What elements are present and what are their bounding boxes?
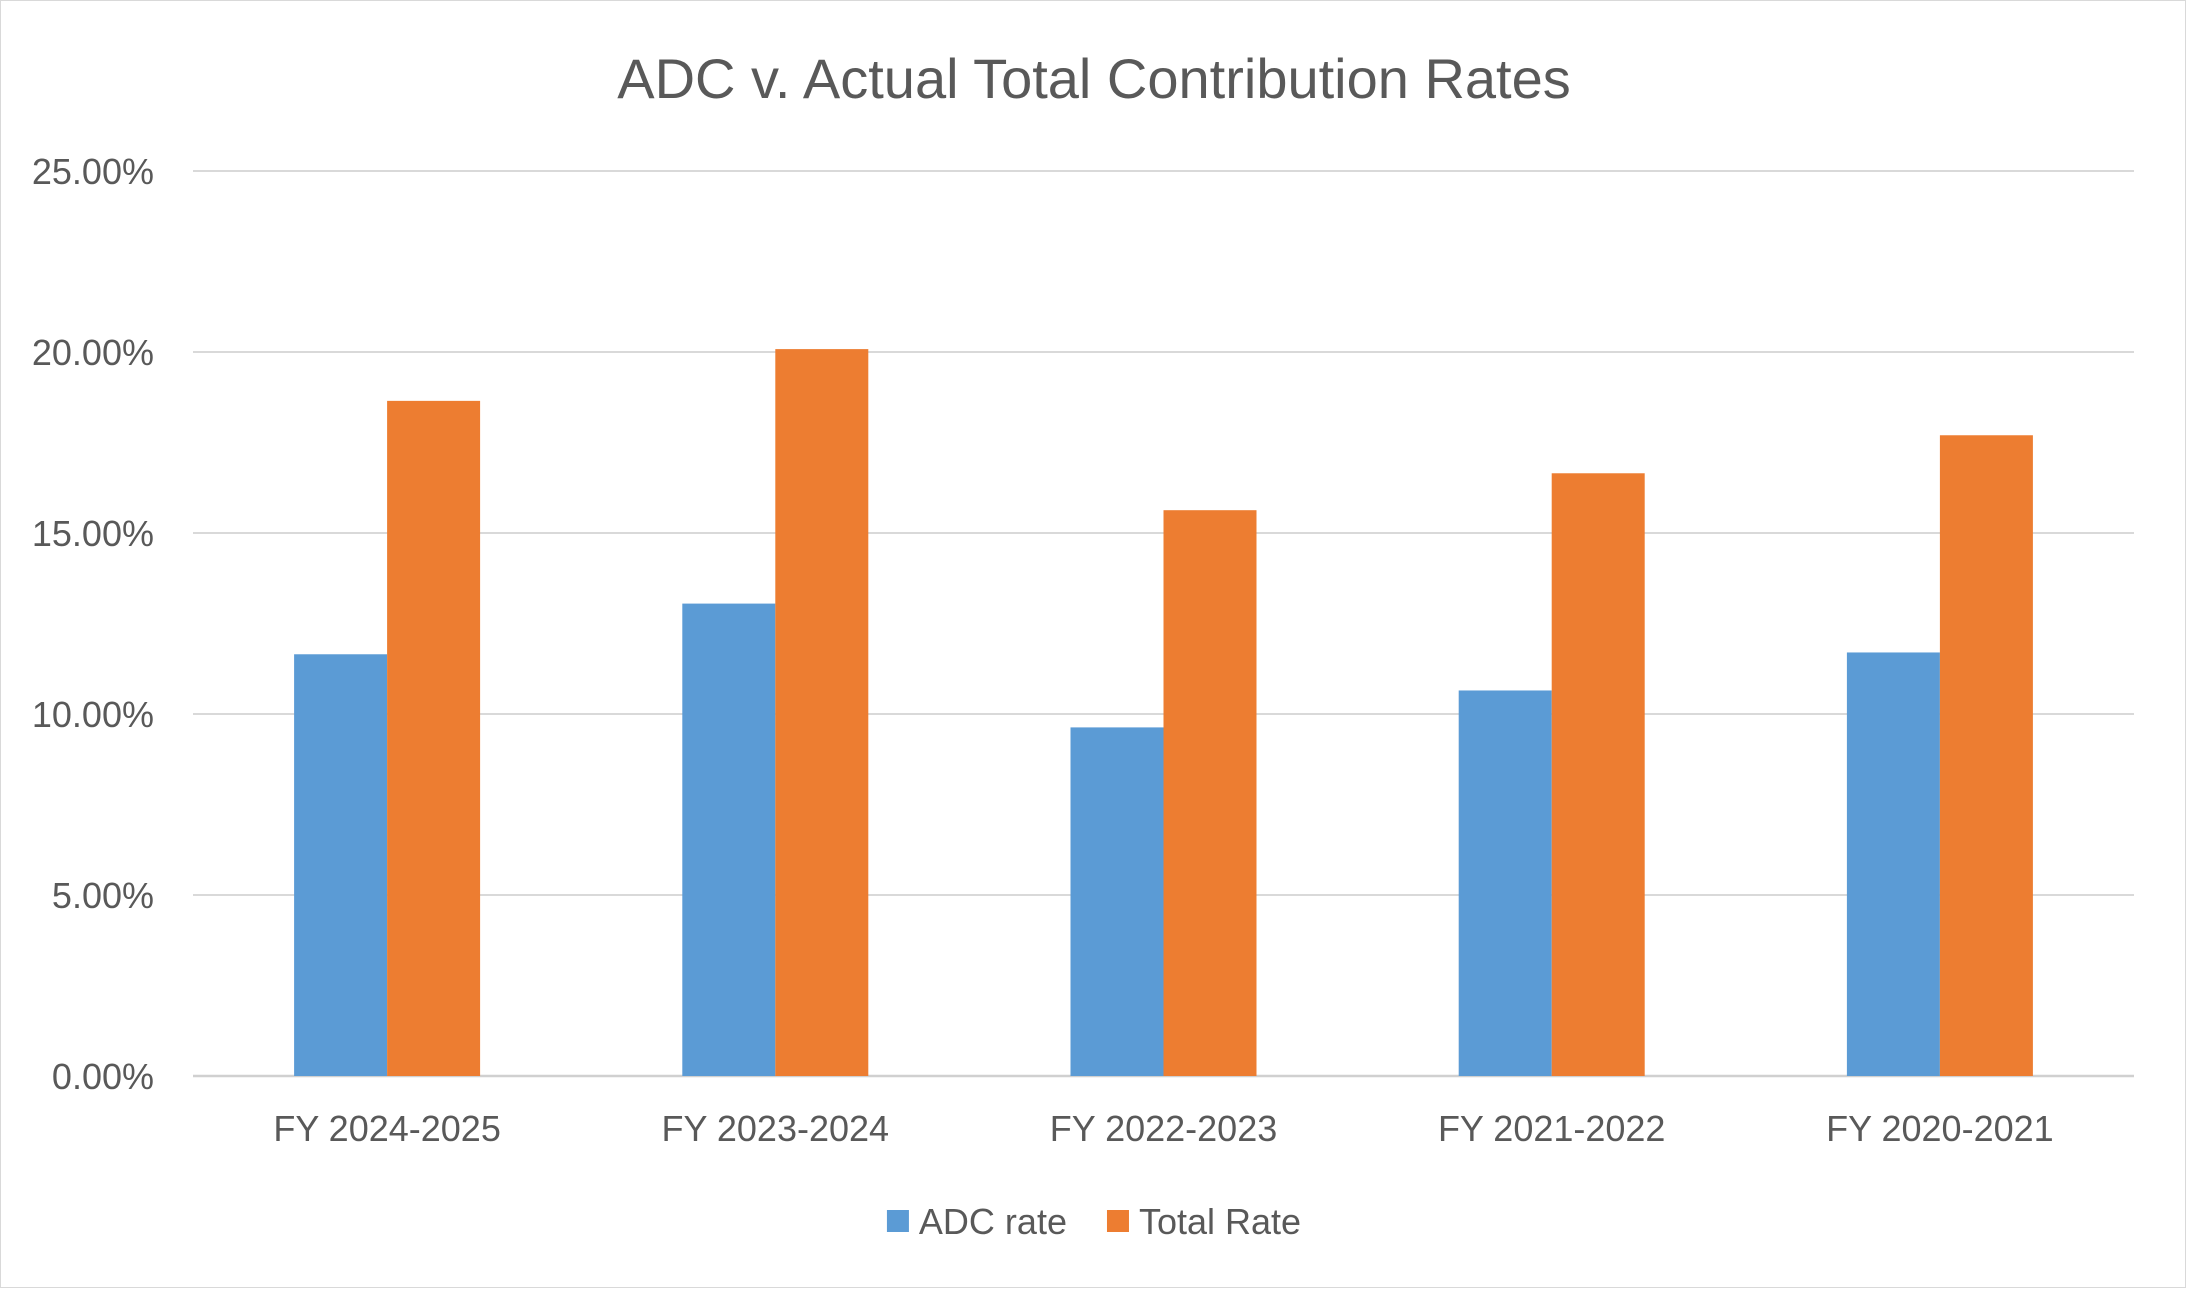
y-tick-label: 10.00% bbox=[32, 694, 154, 735]
y-tick-label: 0.00% bbox=[52, 1056, 154, 1097]
bar-adc-rate bbox=[1070, 727, 1164, 1076]
chart-title: ADC v. Actual Total Contribution Rates bbox=[617, 47, 1571, 110]
bar-total-rate bbox=[1939, 435, 2033, 1076]
x-axis-ticks: FY 2024-2025 FY 2023-2024 FY 2022-2023 FY 2… bbox=[273, 1108, 2053, 1149]
bars bbox=[294, 349, 2033, 1077]
bar-total-rate bbox=[1551, 473, 1645, 1076]
y-axis-ticks: 0.00% 5.00% 10.00% 15.00% 20.00% 25.00% bbox=[32, 151, 154, 1097]
bar-total-rate bbox=[1163, 510, 1257, 1077]
y-tick-label: 25.00% bbox=[32, 151, 154, 192]
legend-label-adc-rate: ADC rate bbox=[919, 1201, 1067, 1242]
bar-adc-rate bbox=[294, 654, 388, 1076]
bar-adc-rate bbox=[1458, 690, 1552, 1076]
bar-adc-rate bbox=[1846, 652, 1940, 1076]
y-tick-label: 5.00% bbox=[52, 875, 154, 916]
y-tick-label: 15.00% bbox=[32, 513, 154, 554]
legend: ADC rate Total Rate bbox=[886, 1201, 1301, 1242]
x-tick-label: FY 2023-2024 bbox=[662, 1108, 890, 1149]
x-tick-label: FY 2021-2022 bbox=[1438, 1108, 1666, 1149]
legend-swatch-total-rate bbox=[1106, 1210, 1129, 1232]
legend-label-total-rate: Total Rate bbox=[1139, 1201, 1301, 1242]
y-tick-label: 20.00% bbox=[32, 332, 154, 373]
x-tick-label: FY 2022-2023 bbox=[1050, 1108, 1278, 1149]
bar-total-rate bbox=[775, 349, 869, 1076]
legend-swatch-adc-rate bbox=[886, 1210, 909, 1232]
x-tick-label: FY 2024-2025 bbox=[273, 1108, 501, 1149]
x-tick-label: FY 2020-2021 bbox=[1826, 1108, 2054, 1149]
bar-adc-rate bbox=[682, 603, 776, 1076]
bar-total-rate bbox=[387, 400, 481, 1076]
